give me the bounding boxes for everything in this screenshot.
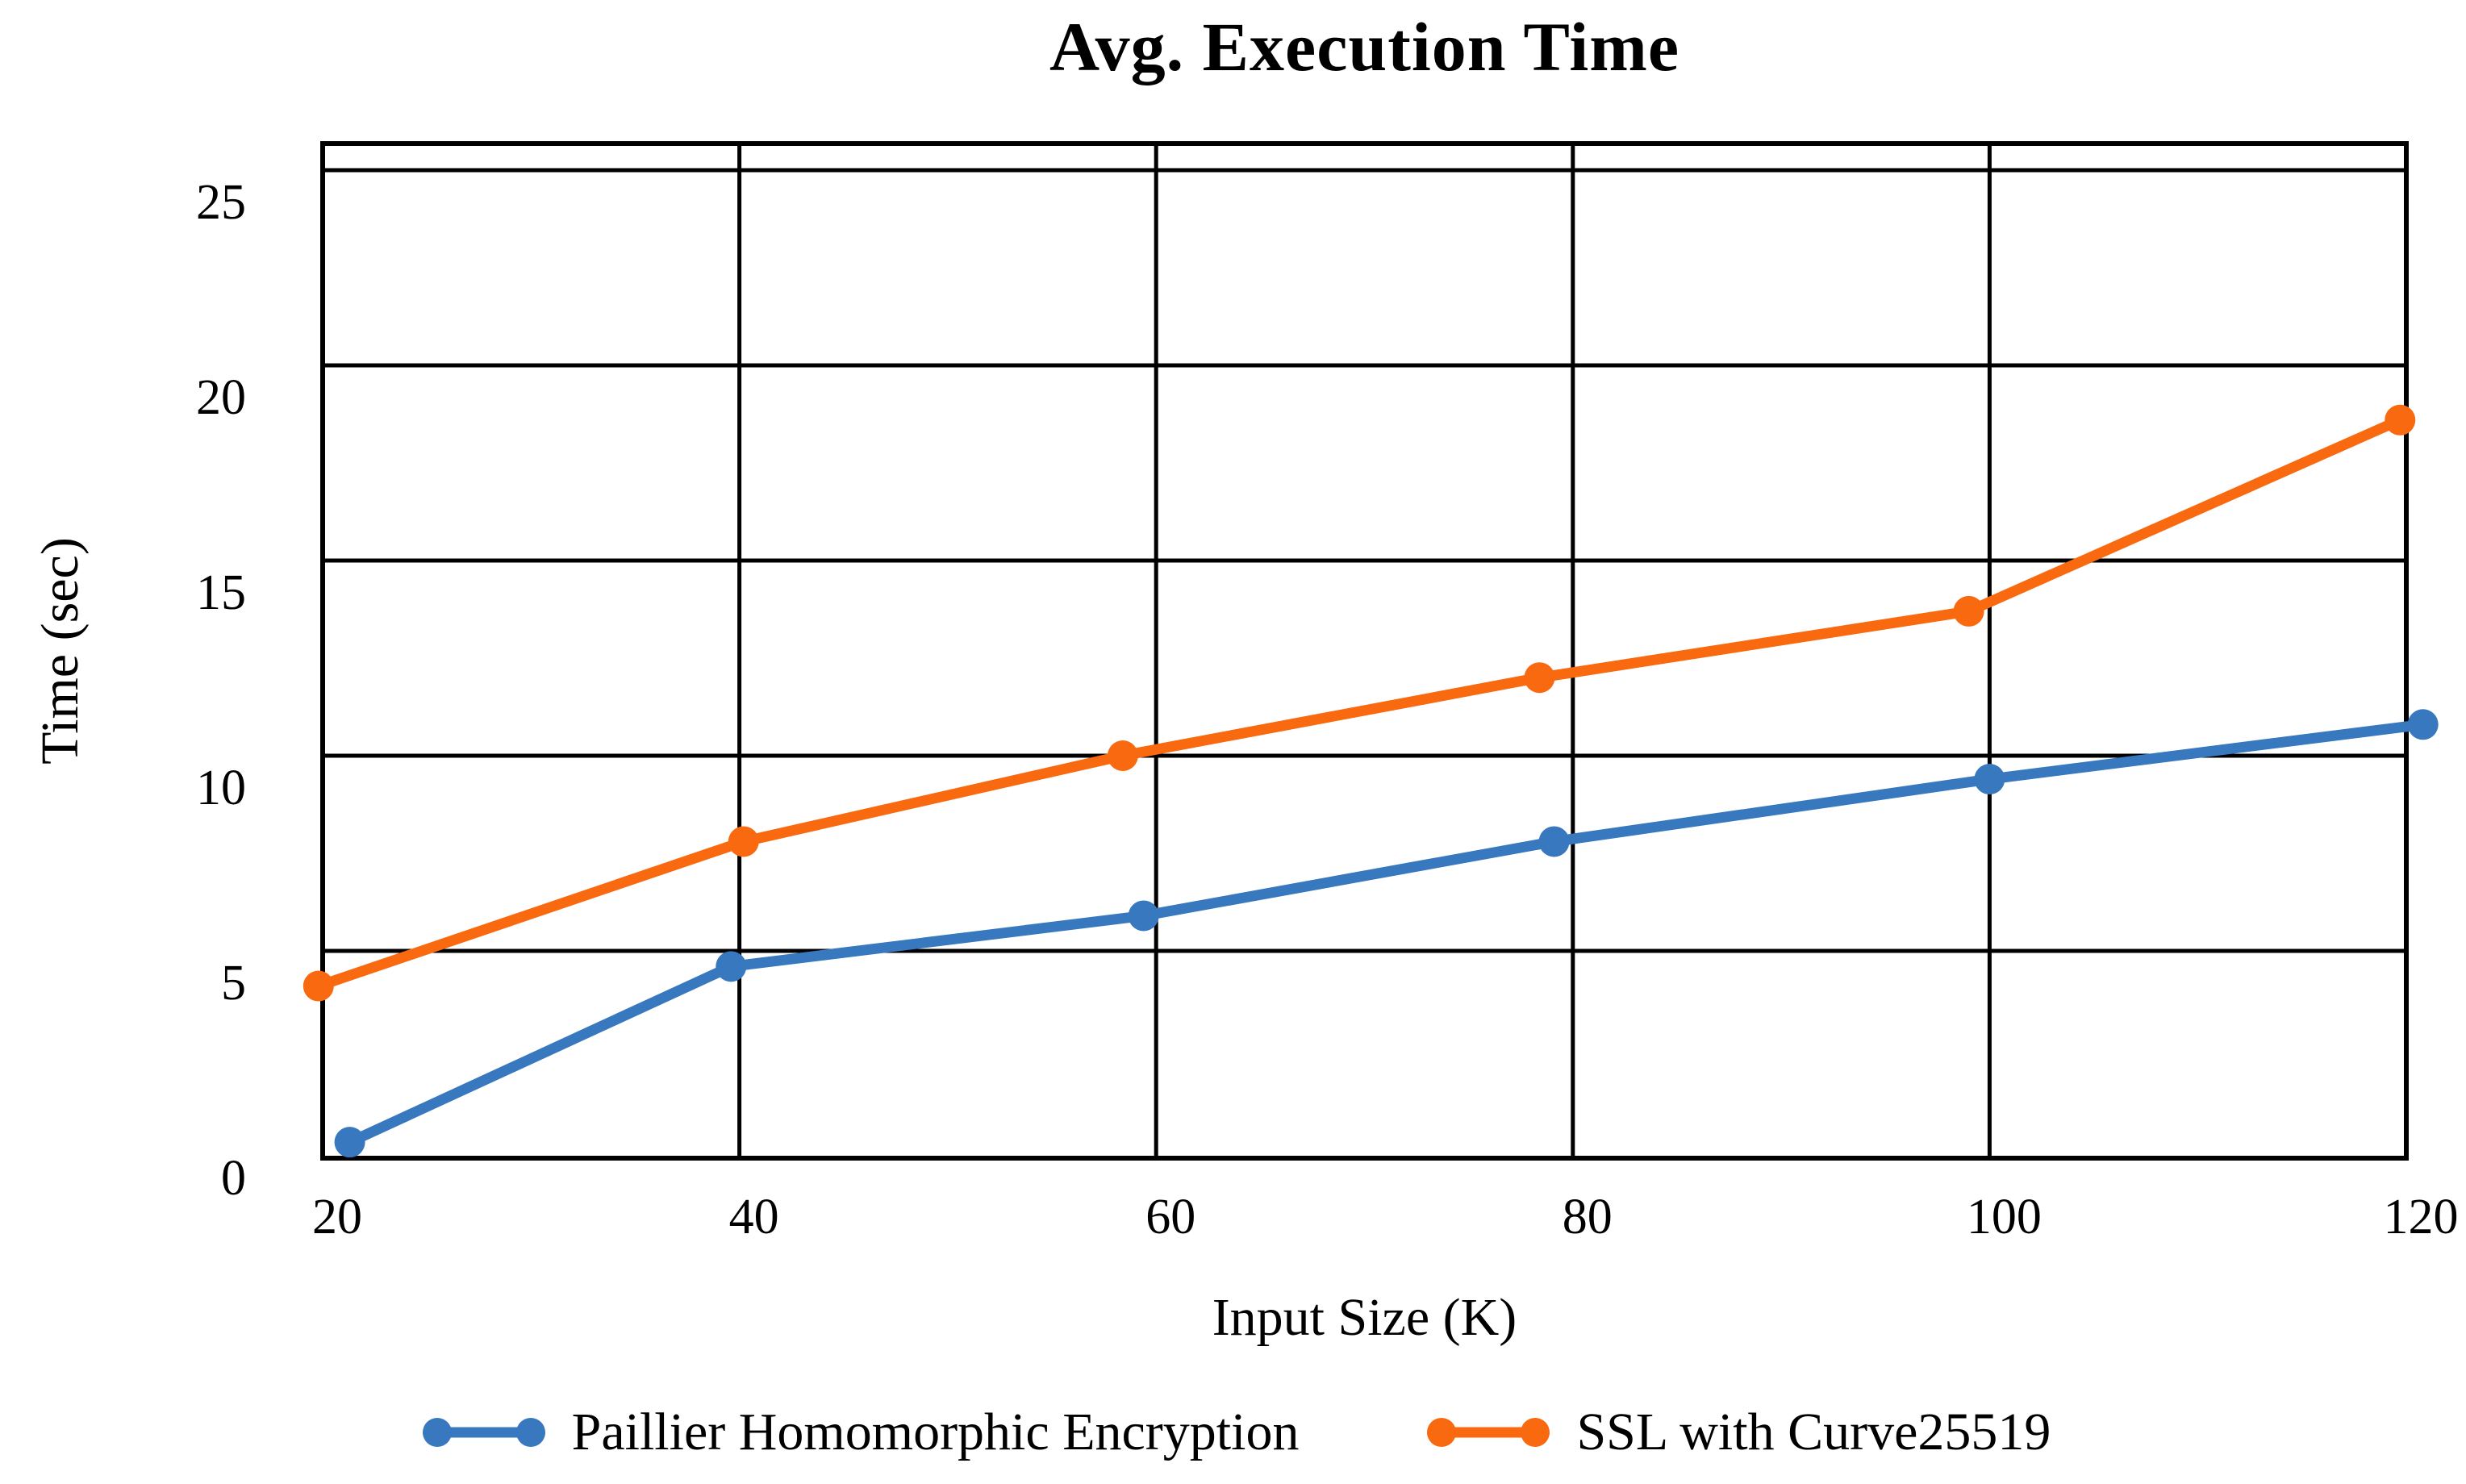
data-point — [728, 826, 759, 857]
x-axis-title: Input Size (K) — [1212, 1288, 1517, 1347]
data-point — [1538, 826, 1570, 857]
legend-marker — [1427, 1418, 1457, 1447]
y-tick-label: 25 — [196, 175, 246, 230]
x-tick-label: 80 — [1562, 1190, 1613, 1244]
data-point — [2407, 709, 2439, 740]
data-point — [1107, 740, 1138, 771]
data-point — [1953, 595, 1984, 627]
legend: Paillier Homomorphic Encryption SSL with … — [0, 1392, 2466, 1473]
y-tick-label: 20 — [196, 370, 246, 425]
data-point — [334, 1127, 365, 1158]
y-tick-label: 10 — [196, 761, 246, 815]
y-tick-label: 0 — [221, 1151, 246, 1206]
x-tick-label: 20 — [312, 1190, 362, 1244]
series-line — [344, 719, 2429, 1148]
data-point — [1524, 662, 1555, 694]
legend-swatch — [1427, 1418, 1550, 1447]
legend-marker — [422, 1418, 452, 1447]
data-point — [716, 951, 747, 982]
legend-item: SSL with Curve25519 — [1420, 1402, 2051, 1463]
chart-title: Avg. Execution Time — [1049, 8, 1680, 85]
series-line — [313, 415, 2405, 992]
x-tick-label: 40 — [728, 1190, 779, 1244]
legend-marker — [515, 1418, 545, 1447]
x-tick-label: 60 — [1145, 1190, 1196, 1244]
data-point — [1128, 900, 1159, 932]
y-tick-label: 5 — [221, 956, 246, 1011]
legend-label: SSL with Curve25519 — [1576, 1403, 2051, 1461]
x-tick-label: 120 — [2383, 1190, 2459, 1244]
legend-marker — [1521, 1418, 1550, 1447]
x-tick-label: 100 — [1966, 1190, 2042, 1244]
y-tick-label: 15 — [196, 565, 246, 620]
plot-border — [320, 141, 2409, 1161]
legend-item: Paillier Homomorphic Encryption — [415, 1402, 1300, 1463]
legend-label: Paillier Homomorphic Encryption — [571, 1403, 1300, 1461]
data-point — [303, 970, 334, 1002]
data-point — [1974, 764, 2005, 795]
legend-swatch — [422, 1418, 545, 1447]
data-point — [2385, 404, 2416, 436]
